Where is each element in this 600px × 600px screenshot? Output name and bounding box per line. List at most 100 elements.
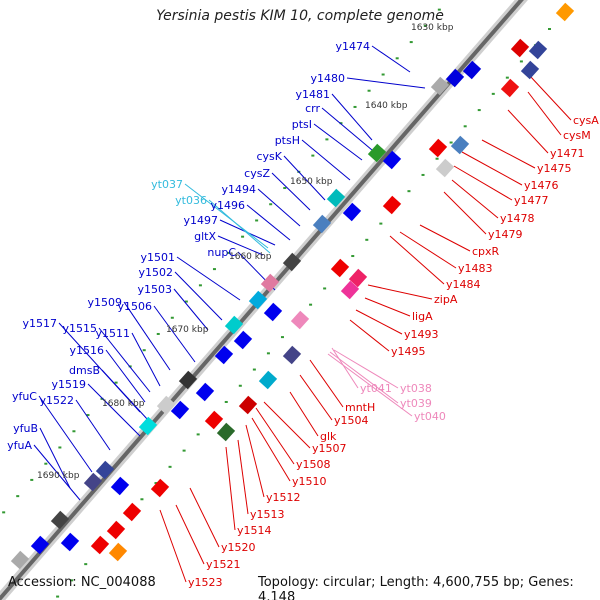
plus-gene-label[interactable]: y1517 <box>22 317 57 330</box>
minus-strand-gene[interactable] <box>510 38 530 58</box>
plus-gene-label[interactable]: nupC <box>207 246 236 259</box>
plus-strand-gene[interactable] <box>312 214 332 234</box>
minus-strand-gene[interactable] <box>122 502 142 522</box>
plus-strand-gene[interactable] <box>83 472 103 492</box>
plus-strand-gene[interactable] <box>178 370 198 390</box>
plus-gene-label[interactable]: y1515 <box>62 322 97 335</box>
plus-strand-gene[interactable] <box>110 476 130 496</box>
minus-gene-label[interactable]: y1476 <box>524 179 559 192</box>
minus-gene-label[interactable]: y1512 <box>266 491 301 504</box>
minus-strand-gene[interactable] <box>90 535 110 555</box>
plus-gene-label[interactable]: y1506 <box>117 300 152 313</box>
minus-gene-label[interactable]: y1521 <box>206 558 241 571</box>
minus-gene-label[interactable]: glk <box>320 430 337 443</box>
plus-gene-label[interactable]: crr <box>305 102 320 115</box>
minus-strand-gene[interactable] <box>330 258 350 278</box>
plus-gene-label[interactable]: y1480 <box>310 72 345 85</box>
plus-gene-label[interactable]: y1496 <box>210 199 245 212</box>
plus-strand-gene[interactable] <box>214 345 234 365</box>
minus-strand-gene[interactable] <box>106 520 126 540</box>
minus-gene-label[interactable]: y1514 <box>237 524 272 537</box>
plus-strand-gene[interactable] <box>382 150 402 170</box>
plus-strand-gene[interactable] <box>248 290 268 310</box>
plus-gene-label[interactable]: y1474 <box>335 40 370 53</box>
plus-gene-label[interactable]: yfuA <box>7 439 32 452</box>
plus-gene-label[interactable]: y1516 <box>69 344 104 357</box>
minus-strand-gene[interactable] <box>340 280 360 300</box>
rrna-gene-label[interactable]: yt041 <box>360 382 392 395</box>
plus-strand-gene[interactable] <box>224 315 244 335</box>
minus-strand-gene[interactable] <box>258 370 278 390</box>
minus-strand-gene[interactable] <box>150 478 170 498</box>
minus-gene-label[interactable]: y1475 <box>537 162 572 175</box>
plus-gene-label[interactable]: ptsH <box>275 134 300 147</box>
plus-gene-label[interactable]: y1503 <box>137 283 172 296</box>
plus-strand-gene[interactable] <box>60 532 80 552</box>
plus-strand-gene[interactable] <box>95 460 115 480</box>
minus-strand-gene[interactable] <box>108 542 128 562</box>
plus-strand-gene[interactable] <box>170 400 190 420</box>
plus-strand-gene[interactable] <box>282 252 302 272</box>
trna-gene-label[interactable]: yt037 <box>151 178 183 191</box>
rrna-gene-label[interactable]: yt038 <box>400 382 432 395</box>
minus-gene-label[interactable]: ligA <box>412 310 433 323</box>
minus-gene-label[interactable]: y1507 <box>312 442 347 455</box>
minus-gene-label[interactable]: mntH <box>345 401 375 414</box>
plus-strand-gene[interactable] <box>263 302 283 322</box>
plus-gene-label[interactable]: gltX <box>194 230 216 243</box>
plus-strand-gene[interactable] <box>445 68 465 88</box>
plus-gene-label[interactable]: y1502 <box>138 266 173 279</box>
plus-strand-gene[interactable] <box>30 535 50 555</box>
minus-gene-label[interactable]: y1493 <box>404 328 439 341</box>
minus-strand-gene[interactable] <box>216 422 236 442</box>
plus-strand-gene[interactable] <box>326 188 346 208</box>
minus-strand-gene[interactable] <box>382 195 402 215</box>
minus-gene-label[interactable]: y1504 <box>334 414 369 427</box>
minus-gene-label[interactable]: y1479 <box>488 228 523 241</box>
minus-strand-gene[interactable] <box>435 158 455 178</box>
minus-strand-gene[interactable] <box>282 345 302 365</box>
plus-strand-gene[interactable] <box>195 382 215 402</box>
plus-strand-gene[interactable] <box>430 76 450 96</box>
trna-gene-label[interactable]: yt036 <box>175 194 207 207</box>
minus-gene-label[interactable]: cysM <box>563 129 591 142</box>
minus-strand-gene[interactable] <box>528 40 548 60</box>
minus-gene-label[interactable]: y1495 <box>391 345 426 358</box>
plus-gene-label[interactable]: cysZ <box>244 167 270 180</box>
minus-gene-label[interactable]: y1484 <box>446 278 481 291</box>
minus-gene-label[interactable]: y1513 <box>250 508 285 521</box>
minus-gene-label[interactable]: zipA <box>434 293 458 306</box>
minus-strand-gene[interactable] <box>290 310 310 330</box>
plus-gene-label[interactable]: y1494 <box>221 183 256 196</box>
minus-gene-label[interactable]: y1523 <box>188 576 223 589</box>
minus-gene-label[interactable]: y1477 <box>514 194 549 207</box>
minus-gene-label[interactable]: y1520 <box>221 541 256 554</box>
plus-gene-label[interactable]: y1481 <box>295 88 330 101</box>
plus-gene-label[interactable]: cysK <box>256 150 282 163</box>
minus-gene-label[interactable]: cpxR <box>472 245 500 258</box>
plus-strand-gene[interactable] <box>233 330 253 350</box>
plus-gene-label[interactable]: y1519 <box>51 378 86 391</box>
plus-strand-gene[interactable] <box>462 60 482 80</box>
minus-strand-gene[interactable] <box>520 60 540 80</box>
plus-gene-label[interactable]: yfuC <box>12 390 37 403</box>
minus-gene-label[interactable]: y1478 <box>500 212 535 225</box>
minus-gene-label[interactable]: y1483 <box>458 262 493 275</box>
plus-gene-label[interactable]: y1509 <box>87 296 122 309</box>
rrna-gene-label[interactable]: yt039 <box>400 397 432 410</box>
plus-strand-gene[interactable] <box>367 143 387 163</box>
minus-gene-label[interactable]: y1510 <box>292 475 327 488</box>
minus-strand-gene[interactable] <box>428 138 448 158</box>
minus-gene-label[interactable]: y1508 <box>296 458 331 471</box>
plus-strand-gene[interactable] <box>138 416 158 436</box>
plus-gene-label[interactable]: y1522 <box>39 394 74 407</box>
minus-gene-label[interactable]: cysA <box>573 114 599 127</box>
plus-strand-gene[interactable] <box>10 550 30 570</box>
plus-gene-label[interactable]: ptsI <box>292 118 312 131</box>
plus-gene-label[interactable]: dmsB <box>69 364 100 377</box>
plus-gene-label[interactable]: yfuB <box>13 422 38 435</box>
minus-strand-gene[interactable] <box>348 268 368 288</box>
minus-strand-gene[interactable] <box>555 2 575 22</box>
plus-gene-label[interactable]: y1511 <box>95 327 130 340</box>
